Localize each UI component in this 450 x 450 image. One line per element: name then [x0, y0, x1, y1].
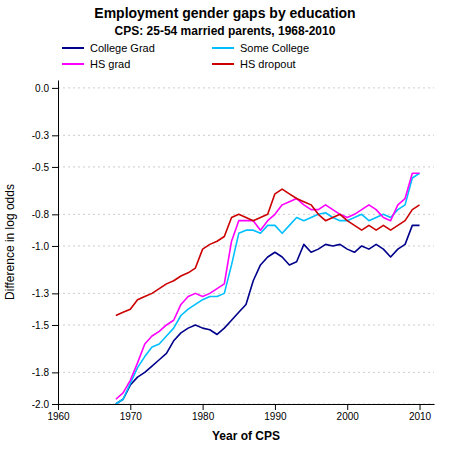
series-line [116, 173, 420, 399]
x-tick-mark [420, 404, 421, 410]
x-tick-label: 1960 [47, 411, 70, 422]
y-tick-label: -0.3 [32, 130, 50, 141]
grid-line [58, 372, 434, 373]
y-tick-label: -0.5 [32, 162, 50, 173]
x-tick: 1990 [264, 404, 287, 422]
plot-area: 1960 1970 1980 1990 2000 2010 0.0 -0.3 -0.5 -0.8 -… [32, 81, 435, 444]
lines [116, 173, 420, 404]
grid-line [58, 166, 434, 167]
legend-item: College Grad [62, 42, 155, 54]
y-tick-mark [52, 404, 58, 405]
y-tick: -0.3 [32, 130, 58, 141]
series-line [116, 189, 420, 315]
y-tick: -1.3 [32, 288, 58, 299]
legend: College Grad Some College HS grad HS dropou… [62, 42, 309, 70]
y-tick-label: -1.3 [32, 288, 50, 299]
x-tick: 1980 [192, 404, 215, 422]
y-tick-label: -1.0 [32, 241, 50, 252]
x-tick-label: 2010 [409, 411, 432, 422]
grid-line [58, 404, 434, 405]
x-tick-mark [58, 404, 59, 410]
x-tick-mark [203, 404, 204, 410]
legend-item: Some College [212, 42, 309, 54]
x-tick: 2010 [409, 404, 432, 422]
y-tick: -0.5 [32, 162, 58, 173]
grid-line [58, 324, 434, 325]
y-tick: -1.0 [32, 241, 58, 252]
y-axis: 0.0 -0.3 -0.5 -0.8 -1.0 -1.3 -1.5 -1.8 -2.0 [32, 81, 59, 410]
y-tick-label: 0.0 [35, 83, 49, 94]
x-axis-line [59, 404, 435, 405]
y-tick-mark [52, 167, 58, 168]
y-tick-mark [52, 372, 58, 373]
y-tick-label: -1.5 [32, 320, 50, 331]
x-tick-mark [275, 404, 276, 410]
legend-swatch [212, 47, 234, 49]
y-tick-label: -0.8 [32, 209, 50, 220]
y-tick: 0.0 [35, 83, 58, 94]
x-tick-mark [347, 404, 348, 410]
x-axis: 1960 1970 1980 1990 2000 2010 [47, 404, 434, 422]
y-tick-mark [52, 214, 58, 215]
x-tick-mark [130, 404, 131, 410]
x-axis-title: Year of CPS [212, 429, 280, 443]
x-tick-label: 1980 [192, 411, 215, 422]
legend-item: HS dropout [212, 58, 296, 70]
x-tick: 2000 [337, 404, 360, 422]
y-tick-mark [52, 293, 58, 294]
legend-label: College Grad [90, 42, 155, 54]
series-line [116, 225, 420, 404]
y-tick: -1.5 [32, 320, 58, 331]
legend-swatch [212, 63, 234, 65]
x-tick-label: 1990 [264, 411, 287, 422]
grid-line [58, 214, 434, 215]
x-tick: 1960 [47, 404, 70, 422]
legend-label: HS dropout [240, 58, 296, 70]
subtitle: CPS: 25-54 married parents, 1968-2010 [115, 24, 336, 38]
legend-item: HS grad [62, 58, 130, 70]
y-tick-mark [52, 88, 58, 89]
x-tick: 1970 [120, 404, 143, 422]
legend-swatch [62, 47, 84, 49]
series-line [116, 173, 420, 404]
x-tick-label: 2000 [337, 411, 360, 422]
title: Employment gender gaps by education [94, 5, 355, 21]
y-tick: -0.8 [32, 209, 58, 220]
y-axis-line [58, 81, 59, 405]
grid-line [58, 87, 434, 88]
grid-line [58, 293, 434, 294]
legend-label: Some College [240, 42, 309, 54]
y-tick-mark [52, 246, 58, 247]
grid [58, 88, 434, 404]
x-tick-label: 1970 [120, 411, 143, 422]
y-tick-label: -2.0 [32, 399, 50, 410]
chart: Employment gender gaps by education CPS: … [0, 0, 450, 450]
y-axis-title: Difference in log odds [3, 184, 17, 300]
grid-line [58, 135, 434, 136]
y-tick-label: -1.8 [32, 367, 50, 378]
y-tick: -1.8 [32, 367, 58, 378]
legend-label: HS grad [90, 58, 130, 70]
y-tick: -2.0 [32, 399, 58, 410]
y-tick-mark [52, 325, 58, 326]
y-tick-mark [52, 135, 58, 136]
legend-swatch [62, 63, 84, 65]
